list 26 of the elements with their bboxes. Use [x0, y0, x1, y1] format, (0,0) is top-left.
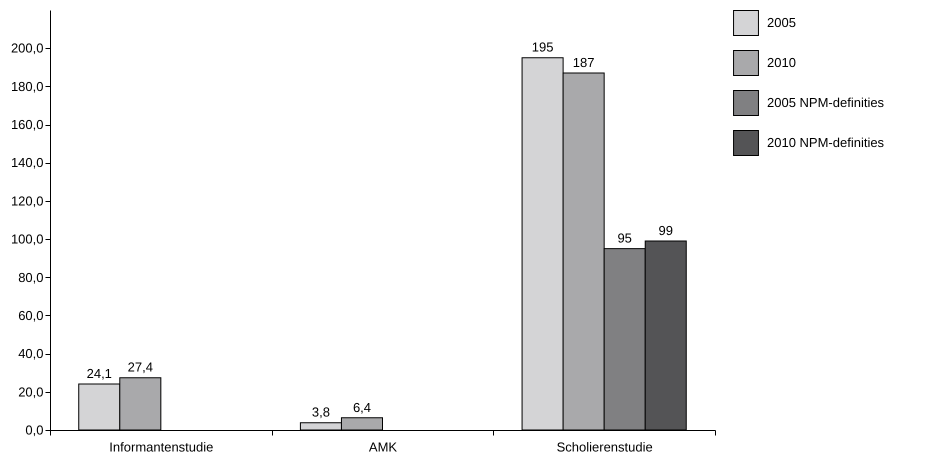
y-tick-label: 80,0 — [18, 270, 44, 285]
y-tick-label: 140,0 — [10, 155, 44, 170]
y-tick-label: 120,0 — [10, 193, 44, 208]
data-label: 95 — [617, 230, 632, 246]
y-tick-label: 200,0 — [10, 40, 44, 56]
y-tick-label: 180,0 — [10, 78, 44, 94]
y-tick-label: 160,0 — [10, 117, 44, 132]
y-tick-label: 20,0 — [18, 384, 44, 400]
data-label: 6,4 — [352, 400, 372, 415]
y-tick-label: 40,0 — [18, 346, 44, 362]
data-label: 3,8 — [312, 404, 330, 420]
data-label: 187 — [572, 55, 594, 70]
x-tick-label: Scholierenstudie — [556, 440, 653, 454]
x-tick-label: AMK — [368, 440, 398, 454]
y-tick-label: 100,0 — [10, 232, 44, 247]
data-label: 27,4 — [128, 360, 153, 375]
y-tick-label: 0,0 — [25, 422, 44, 438]
data-label: 99 — [658, 223, 673, 238]
legend-label: 2010 NPM-definities — [767, 135, 885, 150]
data-label: 195 — [532, 40, 554, 55]
legend-label: 2005 — [767, 15, 796, 30]
y-tick-label: 60,0 — [18, 308, 44, 323]
x-tick-label: Informantenstudie — [109, 440, 214, 454]
legend-label: 2005 NPM-definities — [767, 95, 885, 110]
legend-label: 2010 — [767, 55, 796, 70]
data-label: 24,1 — [86, 366, 112, 381]
